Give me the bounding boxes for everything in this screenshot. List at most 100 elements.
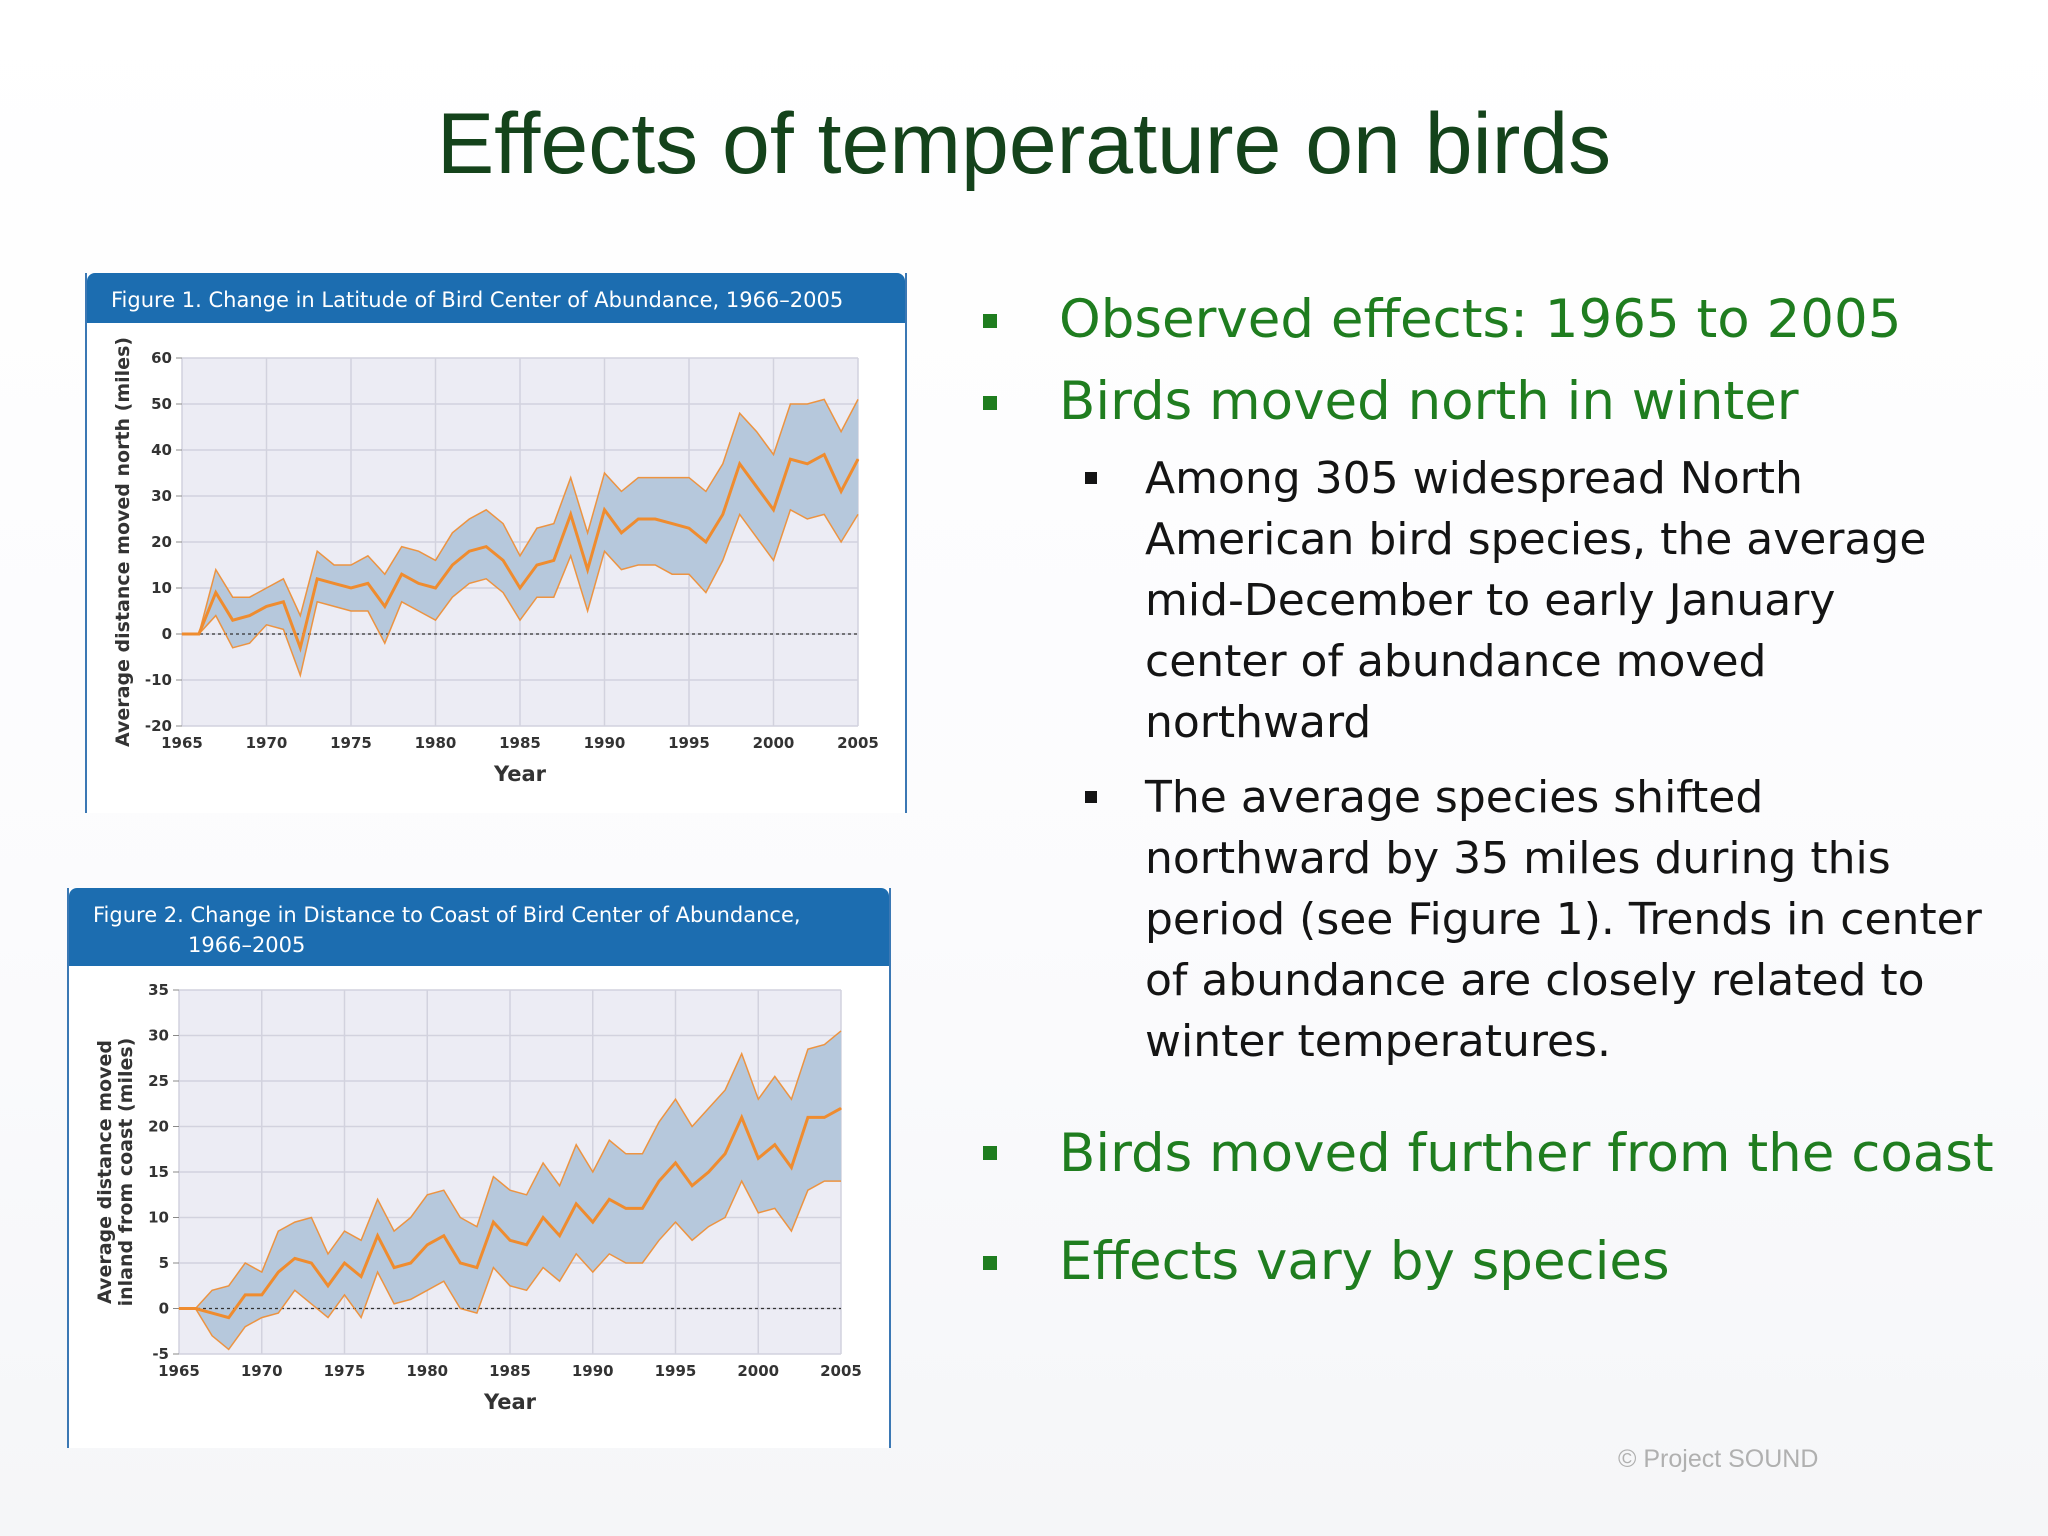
- sub-bullet-text: The average species shifted northward by…: [1145, 772, 1982, 1067]
- data-point: [434, 587, 437, 589]
- data-point: [249, 615, 251, 617]
- bullet-square-icon: [983, 314, 997, 328]
- confidence-band-area: [179, 1030, 841, 1350]
- data-point: [674, 1162, 677, 1164]
- data-point: [688, 527, 690, 529]
- y-tick-label: 20: [148, 1118, 169, 1136]
- bullet-square-icon: [983, 1256, 997, 1270]
- bullet-list-bottom: Birds moved further from the coast Effec…: [983, 1120, 2023, 1294]
- figure-2-title-line2: 1966–2005: [188, 933, 306, 957]
- data-point: [327, 1285, 329, 1287]
- data-point: [739, 463, 741, 465]
- bullet-observed-effects: Observed effects: 1965 to 2005: [983, 288, 2023, 352]
- series-upper-bound-line: [182, 398, 859, 635]
- data-point: [587, 569, 589, 571]
- figure-2-plot: 1965 1970 1975 1980 1985 1990 1995 2000 20053530…: [94, 981, 862, 1414]
- data-point: [658, 1180, 660, 1182]
- data-point: [333, 582, 335, 584]
- y-tick-label: -5: [152, 1345, 169, 1363]
- bullet-vary-by-species: Effects vary by species: [983, 1230, 2023, 1294]
- x-tick-label: 1965: [158, 1362, 200, 1380]
- copyright-notice: © Project SOUND: [1618, 1445, 1819, 1473]
- series-lower-bound-line: [182, 508, 859, 679]
- data-point: [741, 1116, 743, 1118]
- x-tick-label: 2000: [737, 1362, 779, 1380]
- data-point: [637, 518, 639, 520]
- data-point: [722, 513, 724, 515]
- data-point: [806, 463, 808, 465]
- data-point: [570, 513, 572, 515]
- y-axis-label: inland from coast (miles): [115, 1038, 137, 1307]
- x-tick-label: 1970: [246, 734, 288, 752]
- bullet-list-top: Observed effects: 1965 to 2005 Birds mov…: [983, 288, 2023, 434]
- y-tick-label: 50: [151, 395, 172, 413]
- data-point: [350, 587, 352, 589]
- y-tick-label: 40: [151, 441, 172, 459]
- data-point: [840, 490, 842, 492]
- y-tick-label: -20: [145, 717, 172, 735]
- confidence-band-area: [182, 399, 858, 676]
- y-tick-label: 35: [148, 981, 169, 999]
- series-lower-bound-line: [179, 1179, 841, 1351]
- data-point: [178, 1307, 180, 1310]
- x-tick-label: 1985: [499, 734, 541, 752]
- bullet-further-from-coast: Birds moved further from the coast: [983, 1120, 2023, 1188]
- x-tick-label: 1995: [668, 734, 710, 752]
- data-point: [536, 564, 538, 566]
- x-tick-label: 1965: [161, 734, 203, 752]
- data-point: [671, 523, 673, 525]
- slide-title: Effects of temperature on birds: [436, 96, 1612, 192]
- data-point: [468, 550, 470, 552]
- data-point: [393, 1266, 395, 1269]
- data-point: [401, 573, 403, 575]
- y-tick-label: 30: [151, 487, 172, 505]
- y-tick-label: 5: [159, 1254, 169, 1272]
- data-point: [310, 1262, 312, 1264]
- x-tick-label: 1985: [489, 1362, 531, 1380]
- data-point: [654, 518, 656, 520]
- y-axis-label: Average distance moved: [94, 1040, 116, 1304]
- y-tick-label: 10: [151, 579, 172, 597]
- data-point: [772, 509, 775, 511]
- y-tick-label: 60: [151, 349, 172, 367]
- data-point: [789, 458, 792, 460]
- data-point: [559, 1235, 561, 1237]
- data-point: [823, 1116, 826, 1118]
- data-point: [705, 541, 707, 543]
- data-point: [542, 1216, 544, 1219]
- data-point: [282, 601, 284, 603]
- bullet-text: Effects vary by species: [1059, 1231, 1670, 1292]
- sub-bullet-square-icon: [1085, 472, 1097, 484]
- data-point: [277, 1271, 279, 1273]
- data-point: [608, 1198, 610, 1200]
- x-tick-label: 1970: [241, 1362, 283, 1380]
- sub-bullet-list: Among 305 widespread North American bird…: [1085, 448, 1985, 1072]
- x-tick-label: 1990: [572, 1362, 614, 1380]
- data-point: [451, 564, 453, 566]
- data-point: [418, 582, 420, 584]
- figure-2-title-line1: Figure 2. Change in Distance to Coast of…: [93, 903, 801, 927]
- data-point: [377, 1235, 379, 1237]
- figure-1-header: Figure 1. Change in Latitude of Bird Cen…: [87, 273, 905, 323]
- bullet-text: Observed effects: 1965 to 2005: [1059, 289, 1902, 350]
- data-point: [410, 1262, 412, 1264]
- figure-1-title: Figure 1. Change in Latitude of Bird Cen…: [111, 288, 844, 312]
- figure-1-plot: 1965 1970 1975 1980 1985 1990 1995 2000 2005 60 50…: [112, 337, 879, 786]
- sub-bullet-text: Among 305 widespread North American bird…: [1145, 453, 1927, 748]
- data-point: [299, 647, 301, 649]
- data-point: [316, 578, 318, 580]
- x-tick-label: 2005: [837, 734, 879, 752]
- data-point: [708, 1171, 710, 1173]
- data-point: [244, 1294, 246, 1296]
- data-point: [485, 546, 487, 548]
- data-point: [228, 1317, 230, 1319]
- data-point: [181, 633, 183, 635]
- data-point: [294, 1257, 296, 1260]
- data-point: [807, 1116, 809, 1118]
- data-point: [194, 1307, 197, 1310]
- figure-2-coast-chart: Figure 2. Change in Distance to Coast of…: [67, 888, 891, 1448]
- data-point: [603, 509, 606, 511]
- x-tick-label: 2005: [820, 1362, 862, 1380]
- y-tick-label: 25: [148, 1072, 169, 1090]
- bullet-square-icon: [983, 1146, 997, 1160]
